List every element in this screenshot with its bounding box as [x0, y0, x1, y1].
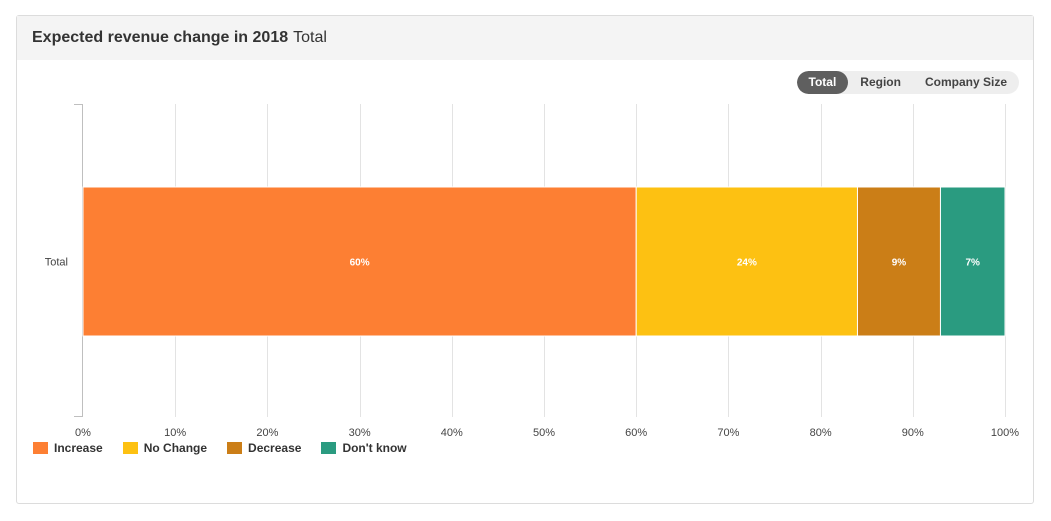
- tab-company-size[interactable]: Company Size: [924, 75, 1007, 89]
- x-tick-label: 70%: [717, 427, 739, 439]
- card-header: Expected revenue change in 2018 Total: [17, 16, 1033, 60]
- tab-total[interactable]: Total: [796, 71, 849, 94]
- legend-label-dont-know: Don't know: [342, 441, 407, 455]
- x-tick-label: 80%: [810, 427, 832, 439]
- legend-swatch-increase: [33, 442, 48, 454]
- x-tick-label: 10%: [164, 427, 186, 439]
- data-label: 60%: [350, 258, 370, 269]
- legend-swatch-dont-know: [321, 442, 337, 454]
- bar-segment-increase: [82, 186, 637, 337]
- x-tick-label: 20%: [256, 427, 278, 439]
- chart-title: Expected revenue change in 2018: [32, 29, 289, 46]
- data-label: 7%: [966, 258, 981, 269]
- bar-segment-don-t-know: [939, 186, 1006, 337]
- chart-legend: Increase No Change Decrease Don't know: [33, 441, 407, 455]
- legend-label-increase: Increase: [54, 441, 103, 455]
- legend-item-decrease[interactable]: Decrease: [227, 441, 301, 455]
- bar-segment-decrease: [856, 186, 941, 337]
- legend-swatch-decrease: [227, 442, 243, 454]
- legend-label-no-change: No Change: [143, 441, 208, 455]
- category-label: Total: [45, 257, 68, 269]
- x-tick-label: 0%: [75, 427, 91, 439]
- view-tabs: Total Region Company Size: [796, 71, 1019, 94]
- legend-item-no-change[interactable]: No Change: [122, 441, 208, 455]
- legend-label-decrease: Decrease: [248, 441, 302, 455]
- x-tick-label: 100%: [991, 427, 1019, 439]
- x-tick-label: 50%: [533, 427, 555, 439]
- data-label: 24%: [737, 258, 757, 269]
- legend-item-dont-know[interactable]: Don't know: [321, 441, 407, 455]
- x-tick-label: 40%: [441, 427, 463, 439]
- legend-item-increase[interactable]: Increase: [33, 441, 103, 455]
- chart-subtitle: Total: [293, 29, 327, 46]
- x-tick-label: 30%: [349, 427, 371, 439]
- legend-swatch-no-change: [122, 442, 138, 454]
- tab-region[interactable]: Region: [860, 75, 901, 89]
- data-label: 9%: [892, 258, 907, 269]
- bar-segment-no-change: [635, 186, 858, 337]
- x-tick-label: 90%: [902, 427, 924, 439]
- x-tick-label: 60%: [625, 427, 647, 439]
